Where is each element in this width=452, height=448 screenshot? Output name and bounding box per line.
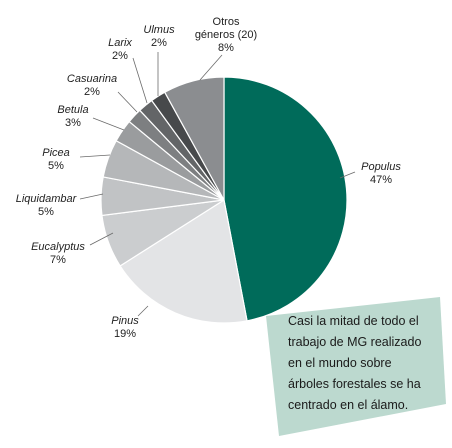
leader-line-picea <box>79 154 111 158</box>
slice-label-otros-g-neros-20: Otros géneros (20) 8% <box>195 16 257 54</box>
slice-labels: Populus 47% Pinus 19% Eucalyptus 7% Liquidamba… <box>16 16 402 340</box>
slice-label-name: Picea <box>42 147 70 159</box>
slice-label-percent: 5% <box>48 160 64 172</box>
slice-label-name: Otros <box>213 16 240 28</box>
leader-line-betula <box>92 117 125 131</box>
slice-label-populus: Populus 47% <box>361 161 401 186</box>
leader-line-otros-g-neros-20 <box>199 54 223 81</box>
slice-label-name: géneros (20) <box>195 29 257 41</box>
slice-label-name: Ulmus <box>143 24 175 36</box>
slice-label-percent: 7% <box>50 254 66 266</box>
slice-label-percent: 2% <box>112 50 128 62</box>
slice-label-percent: 2% <box>84 86 100 98</box>
leader-line-pinus <box>137 305 149 317</box>
slice-label-picea: Picea 5% <box>42 147 70 172</box>
slice-label-larix: Larix 2% <box>108 37 132 62</box>
callout-box: Casi la mitad de todo el trabajo de MG r… <box>266 297 446 436</box>
slice-label-eucalyptus: Eucalyptus 7% <box>31 241 85 266</box>
slice-label-casuarina: Casuarina 2% <box>67 73 117 98</box>
callout-line-2: trabajo de MG realizado <box>288 335 421 349</box>
pie-slice-populus <box>223 76 348 322</box>
slice-label-name: Populus <box>361 161 401 173</box>
pie-slice-otros-g-neros-20 <box>163 76 225 201</box>
slice-label-percent: 5% <box>38 206 54 218</box>
slice-label-betula: Betula 3% <box>57 104 88 129</box>
leader-line-larix <box>132 57 148 104</box>
slice-label-percent: 3% <box>65 117 81 129</box>
slice-label-ulmus: Ulmus 2% <box>143 24 175 49</box>
callout-line-1: Casi la mitad de todo el <box>288 314 419 328</box>
leader-line-populus <box>339 171 356 179</box>
pie-slice-pinus <box>119 199 248 324</box>
leader-lines <box>79 52 356 317</box>
callout-background <box>266 297 446 436</box>
slice-label-name: Casuarina <box>67 73 117 85</box>
slice-label-pinus: Pinus 19% <box>111 315 139 340</box>
slice-label-percent: 47% <box>370 174 392 186</box>
slice-label-percent: 2% <box>151 37 167 49</box>
callout-line-5: centrado en el álamo. <box>288 398 408 412</box>
leader-line-liquidambar <box>79 193 104 200</box>
callout-line-4: árboles forestales se ha <box>288 377 421 391</box>
slice-label-name: Larix <box>108 37 132 49</box>
slice-label-name: Eucalyptus <box>31 241 85 253</box>
leader-line-casuarina <box>117 91 138 113</box>
leader-line-eucalyptus <box>89 232 114 246</box>
slice-label-name: Liquidambar <box>16 193 78 205</box>
callout-line-3: en el mundo sobre <box>288 356 392 370</box>
slice-label-name: Betula <box>57 104 88 116</box>
slice-label-liquidambar: Liquidambar 5% <box>16 193 78 218</box>
pie-slices <box>100 76 348 324</box>
slice-label-percent: 19% <box>114 328 136 340</box>
slice-label-percent: 8% <box>218 42 234 54</box>
slice-label-name: Pinus <box>111 315 139 327</box>
